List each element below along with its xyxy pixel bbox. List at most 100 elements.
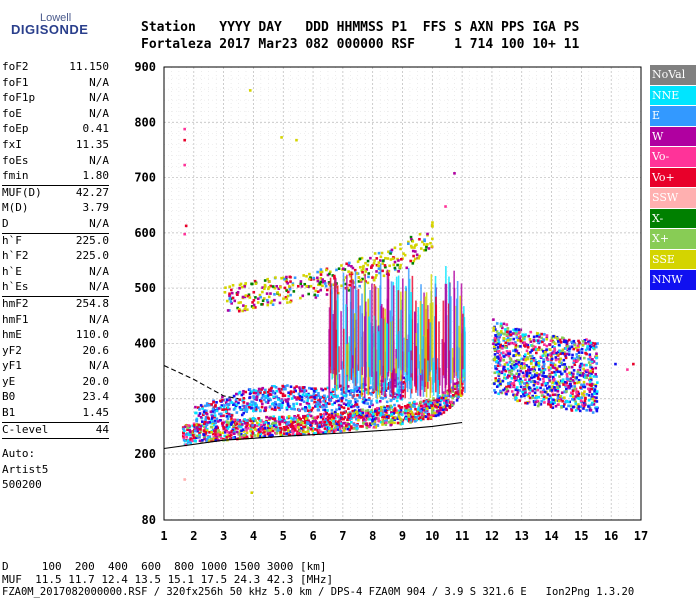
echo-point (361, 414, 365, 417)
echo-streak (389, 321, 392, 379)
echo-point (267, 295, 271, 299)
echo-streak (410, 360, 413, 374)
echo-point (493, 365, 497, 368)
echo-point (565, 352, 569, 356)
echo-streak (449, 282, 451, 386)
echo-point (384, 409, 387, 412)
echo-outlier (183, 232, 186, 236)
echo-point (337, 415, 340, 419)
echo-point (418, 237, 421, 241)
echo-point (493, 358, 497, 362)
echo-point (551, 366, 555, 369)
echo-point (214, 404, 217, 408)
echo-point (415, 415, 418, 419)
echo-point (405, 266, 409, 270)
echo-point (591, 397, 594, 401)
echo-point (286, 294, 290, 298)
echo-point (315, 402, 318, 406)
echo-point (567, 345, 571, 348)
echo-point (271, 429, 275, 433)
echo-point (251, 422, 255, 425)
echo-streak (387, 279, 390, 377)
echo-streak (367, 299, 369, 396)
echo-point (194, 411, 197, 415)
echo-point (585, 408, 588, 412)
echo-point (323, 279, 326, 283)
echo-point (238, 420, 242, 424)
echo-point (289, 280, 292, 283)
echo-point (294, 416, 298, 419)
echo-point (514, 346, 517, 349)
param-row: hmE 110.0 (2, 328, 109, 344)
echo-point (244, 390, 248, 394)
echo-point (210, 430, 213, 434)
echo-point (302, 425, 305, 429)
echo-point (523, 364, 527, 368)
echo-point (509, 333, 513, 336)
echo-point (377, 267, 381, 270)
echo-point (501, 344, 505, 348)
echo-point (441, 408, 445, 412)
echo-point (362, 401, 366, 404)
echo-point (319, 405, 322, 408)
echo-point (502, 339, 506, 342)
echo-point (457, 395, 460, 399)
echo-point (344, 403, 348, 407)
echo-point (461, 386, 465, 390)
echo-point (444, 399, 448, 403)
echo-point (251, 400, 255, 404)
echo-point (544, 384, 548, 387)
echo-streak (375, 371, 378, 392)
echo-point (389, 394, 393, 397)
echo-point (326, 409, 329, 412)
echo-point (556, 380, 560, 384)
echo-point (576, 359, 579, 363)
echo-point (273, 391, 277, 395)
echo-point (453, 387, 457, 391)
echo-point (231, 283, 235, 287)
echo-point (409, 244, 413, 248)
echo-point (330, 425, 334, 428)
echo-point (497, 379, 500, 383)
echo-point (287, 415, 291, 418)
echo-point (499, 382, 502, 386)
echo-point (397, 414, 401, 417)
echo-point (364, 409, 368, 413)
echo-point (276, 291, 279, 294)
echo-point (317, 428, 321, 432)
echo-point (590, 384, 593, 388)
echo-point (536, 375, 540, 379)
echo-point (500, 370, 504, 374)
echo-point (545, 334, 549, 337)
echo-point (575, 376, 579, 379)
echo-point (266, 303, 270, 307)
echo-point (527, 400, 531, 404)
echo-point (396, 382, 400, 386)
echo-point (227, 402, 231, 406)
echo-point (445, 401, 448, 404)
echo-point (582, 367, 585, 371)
echo-point (284, 398, 287, 402)
echo-point (271, 285, 275, 288)
echo-point (497, 372, 501, 376)
echo-point (198, 433, 201, 437)
echo-point (194, 429, 197, 433)
echo-point (336, 412, 340, 416)
echo-point (427, 412, 431, 416)
echo-point (269, 389, 273, 393)
echo-streak (453, 270, 455, 373)
echo-point (582, 407, 585, 410)
echo-point (497, 392, 500, 396)
echo-point (587, 340, 590, 344)
echo-point (300, 285, 304, 288)
echo-point (409, 417, 413, 421)
echo-point (361, 265, 365, 269)
echo-point (214, 439, 218, 442)
echo-point (543, 395, 546, 399)
echo-point (588, 345, 592, 348)
echo-point (285, 400, 288, 403)
echo-point (250, 435, 254, 438)
echo-point (228, 425, 231, 429)
x-tick-label: 3 (220, 529, 227, 543)
echo-point (351, 414, 355, 418)
